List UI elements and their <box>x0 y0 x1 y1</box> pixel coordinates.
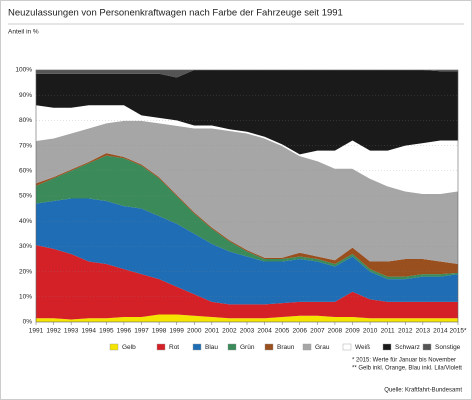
x-tick-label: 1999 <box>169 328 184 335</box>
legend-swatch <box>422 343 432 351</box>
x-tick-label: 1994 <box>82 328 97 335</box>
legend-label: Schwarz <box>395 344 420 351</box>
area <box>36 153 458 277</box>
y-tick-label: 100% <box>15 67 32 74</box>
x-tick-label: 2000 <box>187 328 202 335</box>
area <box>36 70 458 155</box>
x-tick-label: 2004 <box>257 328 272 335</box>
x-tick-label: 2009 <box>345 328 360 335</box>
x-tick-label: 2011 <box>381 328 395 335</box>
x-tick-label: 2008 <box>328 328 343 335</box>
x-tick-label: 1991 <box>29 328 44 335</box>
x-tick-label: 2001 <box>205 328 220 335</box>
y-tick-label: 50% <box>19 193 32 200</box>
x-tick-label: 1993 <box>64 328 79 335</box>
x-tick-label: 1998 <box>152 328 167 335</box>
y-tick-label: 90% <box>19 92 32 99</box>
legend-swatch <box>264 343 274 351</box>
x-tick-label: 1992 <box>46 328 61 335</box>
x-tick-label: 2003 <box>240 328 255 335</box>
x-tick-label: 2012 <box>398 328 413 335</box>
chart-title: Neuzulassungen von Personenkraftwagen na… <box>8 8 343 19</box>
x-tick-label: 1995 <box>99 328 114 335</box>
x-tick-label: 2015* <box>450 328 467 335</box>
legend-label: Grau <box>315 344 330 351</box>
legend-swatch <box>227 343 237 351</box>
y-tick-label: 0% <box>23 319 33 326</box>
legend-label: Sonstige <box>435 344 461 351</box>
legend-label: Braun <box>277 344 295 351</box>
y-tick-label: 10% <box>19 294 32 301</box>
source: Quelle: Kraftfahrt-Bundesamt <box>384 388 462 394</box>
note: * 2015: Werte für Januar bis November <box>352 358 456 364</box>
area <box>36 245 458 320</box>
chart-subtitle: Anteil in % <box>8 29 39 36</box>
y-tick-label: 30% <box>19 243 32 250</box>
legend-swatch <box>342 343 352 351</box>
legend-swatch <box>382 343 392 351</box>
note: ** Gelb inkl. Orange, Blau inkl. Lila/Vi… <box>352 366 462 372</box>
x-tick-label: 1996 <box>117 328 132 335</box>
area <box>36 198 458 305</box>
y-tick-label: 80% <box>19 117 32 124</box>
legend-label: Blau <box>205 344 218 351</box>
x-tick-label: 2013 <box>416 328 431 335</box>
legend-label: Rot <box>169 344 179 351</box>
x-tick-label: 2002 <box>222 328 237 335</box>
legend-swatch <box>302 343 312 351</box>
x-tick-label: 2007 <box>310 328 325 335</box>
y-tick-label: 40% <box>19 218 32 225</box>
area <box>36 120 458 265</box>
y-tick-label: 60% <box>19 168 32 175</box>
legend-swatch <box>192 343 202 351</box>
legend-label: Weiß <box>355 344 370 351</box>
legend-swatch <box>156 343 166 351</box>
area <box>36 155 458 280</box>
x-tick-label: 1997 <box>134 328 149 335</box>
area <box>36 70 458 78</box>
x-tick-label: 2006 <box>293 328 308 335</box>
legend-label: Gelb <box>122 344 136 351</box>
x-tick-label: 2005 <box>275 328 290 335</box>
x-tick-label: 2010 <box>363 328 378 335</box>
x-tick-label: 2014 <box>433 328 448 335</box>
legend-swatch <box>109 343 119 351</box>
legend-label: Grün <box>240 344 255 351</box>
y-tick-label: 70% <box>19 142 32 149</box>
y-tick-label: 20% <box>19 268 32 275</box>
